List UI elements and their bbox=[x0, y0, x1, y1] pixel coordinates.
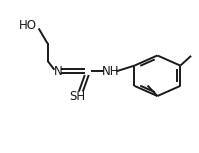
Text: NH: NH bbox=[101, 65, 119, 78]
Text: N: N bbox=[54, 65, 63, 78]
Text: HO: HO bbox=[19, 19, 37, 32]
Text: SH: SH bbox=[69, 90, 85, 103]
